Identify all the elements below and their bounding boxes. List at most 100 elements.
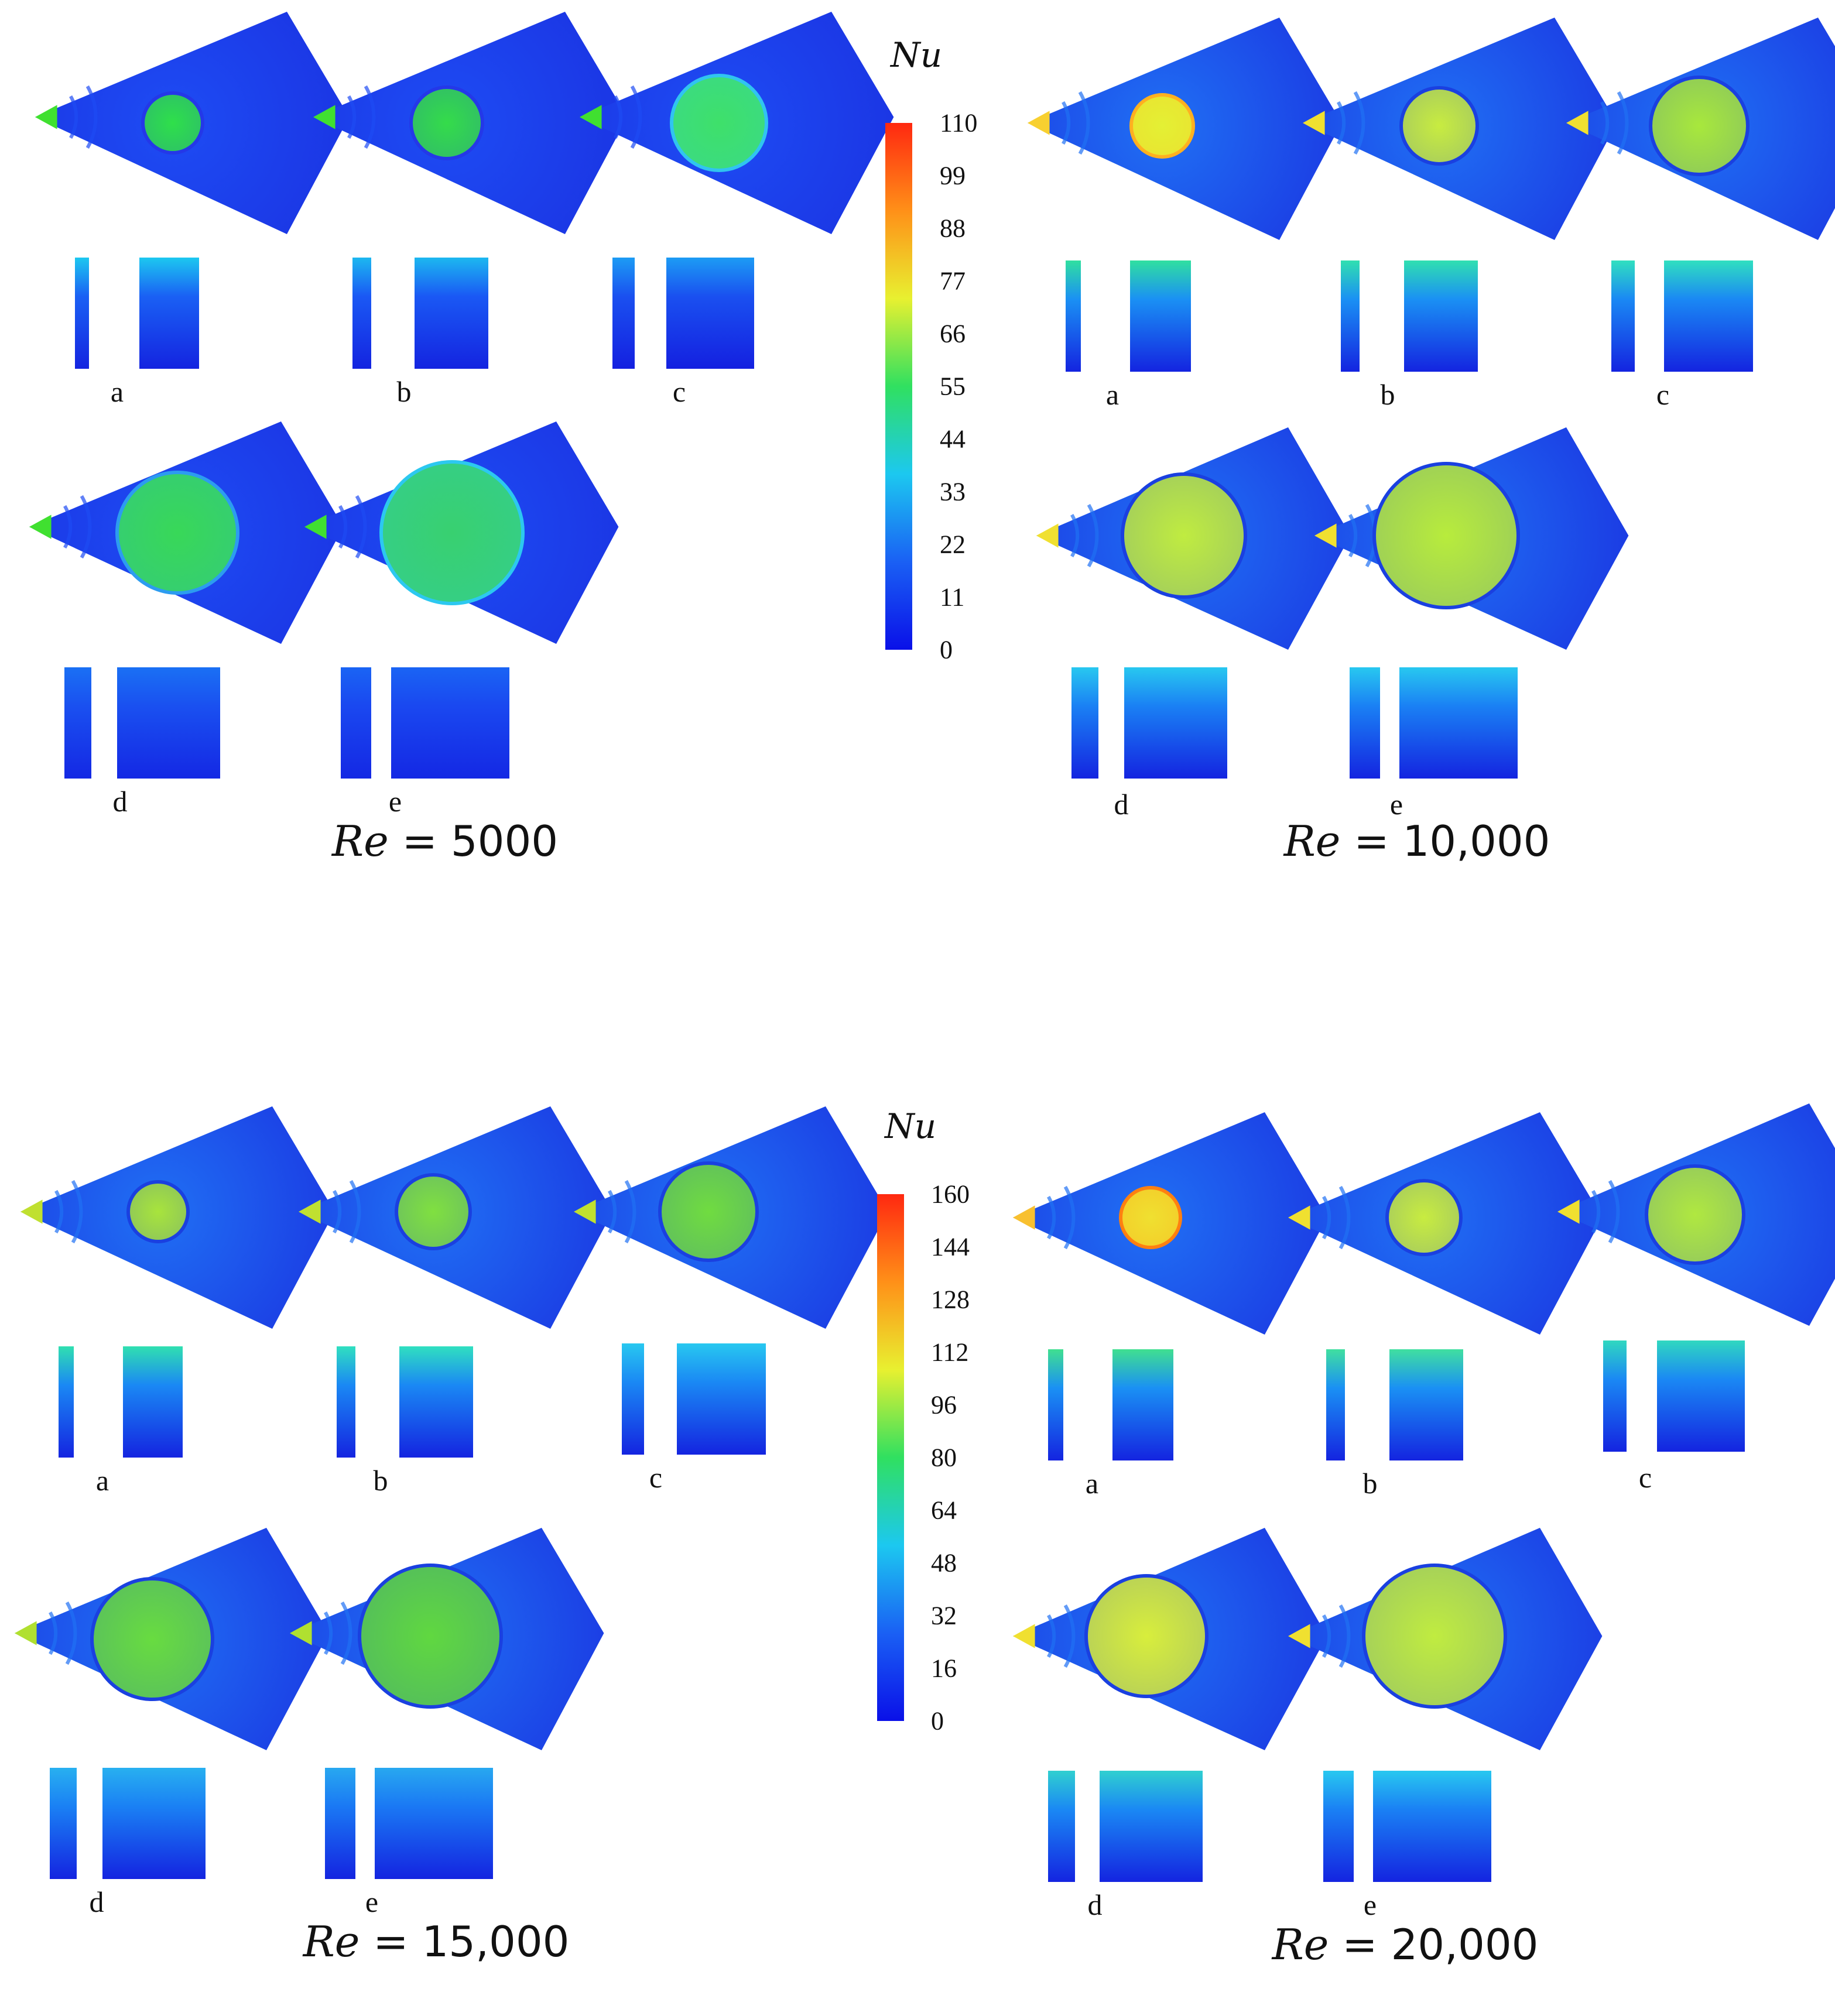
reynolds-value: 20,000: [1391, 1920, 1539, 1969]
arc-band: [49, 1611, 58, 1655]
colorbar-tick-label: 48: [931, 1548, 957, 1578]
case-d: [29, 421, 344, 779]
colorbar-tick-label: 99: [940, 161, 966, 190]
case-a: [1028, 18, 1342, 372]
case-label: e: [1363, 1888, 1377, 1921]
arc-band: [624, 1180, 636, 1244]
arc-band: [65, 1601, 77, 1665]
tip-hotspot: [15, 1621, 37, 1645]
tip-hotspot: [1557, 1199, 1580, 1224]
case-e: [304, 421, 619, 779]
tip-hotspot: [313, 105, 335, 129]
colorbar-tick-label: 110: [940, 108, 978, 138]
end-wall-strip: [391, 667, 509, 779]
tip-hotspot: [35, 105, 57, 129]
jet-core: [1652, 79, 1746, 173]
side-wall-strip: [1350, 667, 1380, 779]
end-wall-strip: [102, 1768, 206, 1879]
colorbar-cb1: [885, 123, 912, 650]
side-wall-strip: [622, 1343, 644, 1455]
arc-band: [355, 495, 367, 559]
arc-band: [1078, 91, 1090, 155]
tip-hotspot: [1288, 1624, 1310, 1648]
colorbar-tick-label: 0: [931, 1706, 944, 1736]
case-label: b: [1380, 378, 1395, 411]
arc-band: [364, 85, 376, 149]
case-label: e: [1389, 788, 1403, 821]
side-wall-strip: [1323, 1771, 1354, 1882]
jet-core: [383, 464, 521, 602]
tip-hotspot: [29, 515, 52, 539]
side-wall-strip: [50, 1768, 77, 1879]
arc-band: [1047, 1614, 1056, 1658]
case-label: b: [373, 1464, 388, 1497]
case-b: [1303, 18, 1617, 372]
arc-band: [1348, 513, 1358, 558]
panel-re5000: [29, 12, 894, 779]
arc-band: [1591, 1189, 1601, 1234]
end-wall-strip: [1373, 1771, 1491, 1882]
side-wall-strip: [1326, 1349, 1345, 1460]
jet-core: [145, 95, 201, 151]
jet-core: [1365, 1567, 1504, 1705]
tip-hotspot: [574, 1199, 596, 1224]
tip-hotspot: [1028, 111, 1050, 135]
case-label: b: [396, 375, 412, 408]
arc-band: [614, 95, 623, 139]
tip-hotspot: [1303, 111, 1325, 135]
reynolds-title: Re = 20,000: [1272, 1920, 1539, 1969]
arc-band: [1062, 101, 1071, 145]
reynolds-symbol: Re: [303, 1917, 360, 1966]
end-wall-strip: [1399, 667, 1518, 779]
case-c: [574, 1106, 888, 1455]
colorbar-label: Nu: [884, 1106, 937, 1146]
jet-core: [1389, 1182, 1459, 1253]
colorbar-tick-label: 16: [931, 1654, 957, 1683]
case-a: [35, 12, 350, 369]
case-label: d: [112, 785, 128, 818]
reynolds-value: 5000: [450, 817, 559, 866]
case-label: d: [1087, 1888, 1103, 1921]
end-wall-strip: [1124, 667, 1227, 779]
jet-core: [94, 1580, 211, 1698]
case-label: e: [365, 1885, 379, 1918]
arc-band: [1047, 1195, 1056, 1240]
panel-re15000: [15, 1106, 888, 1879]
colorbar-tick-label: 0: [940, 635, 953, 664]
colorbar-tick-label: 66: [940, 319, 966, 348]
case-e: [290, 1528, 604, 1879]
arc-band: [1600, 101, 1610, 145]
side-wall-strip: [1611, 260, 1635, 372]
case-a: [1013, 1112, 1327, 1460]
case-label: c: [1638, 1461, 1652, 1494]
case-d: [1036, 427, 1351, 779]
end-wall-strip: [375, 1768, 493, 1879]
end-wall-strip: [123, 1346, 183, 1458]
colorbar-tick-label: 88: [940, 214, 966, 243]
reynolds-value: 10,000: [1402, 817, 1550, 866]
tip-hotspot: [1566, 111, 1588, 135]
tip-hotspot: [1314, 523, 1337, 548]
jet-core: [1648, 1168, 1742, 1261]
end-wall-strip: [1657, 1340, 1745, 1452]
side-wall-strip: [64, 667, 91, 779]
jet-core: [361, 1567, 499, 1705]
case-b: [313, 12, 628, 369]
panel-re10000: [1028, 18, 1835, 779]
case-c: [1566, 18, 1835, 372]
colorbar-tick-label: 96: [931, 1390, 957, 1420]
jet-core: [413, 89, 481, 157]
colorbar-tick-label: 22: [940, 530, 966, 559]
reynolds-symbol: Re: [1283, 817, 1341, 866]
case-label: e: [388, 785, 402, 818]
side-wall-strip: [1071, 667, 1098, 779]
arc-band: [324, 1611, 333, 1655]
jet-core: [662, 1165, 755, 1259]
end-wall-strip: [1112, 1349, 1173, 1460]
end-wall-strip: [1100, 1771, 1203, 1882]
side-wall-strip: [1603, 1340, 1627, 1452]
arc-band: [338, 505, 348, 549]
tip-hotspot: [299, 1199, 321, 1224]
tip-hotspot: [1013, 1205, 1035, 1230]
case-label: c: [649, 1461, 663, 1494]
